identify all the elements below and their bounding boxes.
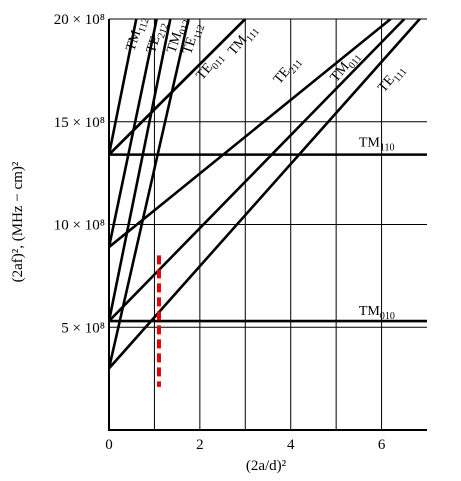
x-tick-label: 4: [287, 437, 295, 453]
series-line-tm012: [109, 19, 172, 322]
x-tick-label: 2: [196, 437, 204, 453]
series-line-tm112: [109, 19, 138, 155]
x-axis-title: (2a/d)²: [246, 458, 287, 474]
axes: [108, 18, 427, 431]
mode-lines: [109, 19, 427, 370]
tick-labels: 0 2 4 6 5 × 10⁸ 10 × 10⁸ 15 × 10⁸ 20 × 10⁸: [54, 12, 386, 453]
mode-label-tm111: TM111: [226, 22, 262, 61]
y-tick-label: 15 × 10⁸: [54, 115, 105, 131]
mode-label-te211: TE211: [271, 53, 305, 89]
y-tick-label: 5 × 10⁸: [61, 320, 105, 336]
series-line-te112: [109, 19, 190, 369]
mode-label-tm110: TM110: [359, 135, 395, 153]
mode-label-tm112: TM112: [124, 15, 152, 54]
mode-label-te111: TE111: [375, 62, 409, 98]
series-line-te211: [109, 19, 392, 249]
mode-label-te212: TE212: [144, 20, 171, 56]
y-tick-label: 10 × 10⁸: [54, 218, 105, 234]
mode-label-tm010: TM010: [359, 304, 395, 322]
y-axis-title: (2af)², (MHz − cm)²: [10, 161, 26, 282]
series-line-te212: [109, 19, 158, 248]
mode-labels: TM010TM110TE111TM011TE211TE011TM111TE112…: [124, 15, 410, 322]
mode-label-te112: TE112: [180, 21, 207, 57]
x-tick-label: 6: [378, 437, 386, 453]
y-tick-label: 20 × 10⁸: [54, 12, 105, 28]
x-tick-label: 0: [105, 437, 113, 453]
series-line-te111: [109, 19, 422, 370]
series-line-tm111: [109, 19, 247, 156]
mode-label-tm012: TM012: [164, 16, 192, 56]
